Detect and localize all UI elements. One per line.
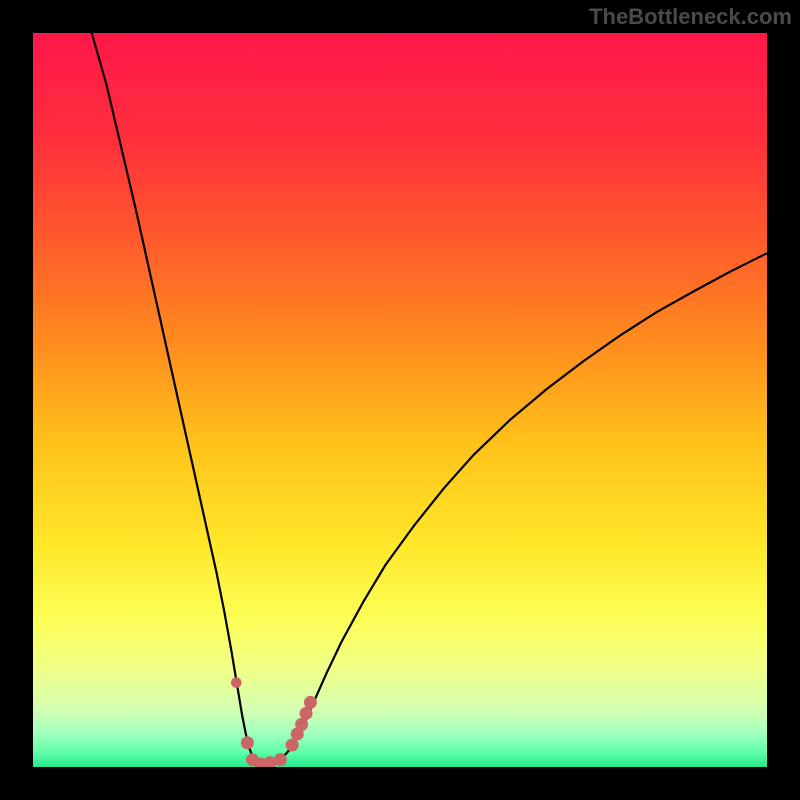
- curve-marker-dot: [274, 753, 287, 766]
- curve-marker-dot: [231, 677, 242, 688]
- curve-marker-dot: [241, 736, 254, 749]
- chart-container: TheBottleneck.com: [0, 0, 800, 800]
- gradient-plot-background: [33, 33, 767, 767]
- curve-marker-dot: [304, 696, 317, 709]
- watermark-text: TheBottleneck.com: [589, 4, 792, 30]
- bottleneck-curve-chart: [0, 0, 800, 800]
